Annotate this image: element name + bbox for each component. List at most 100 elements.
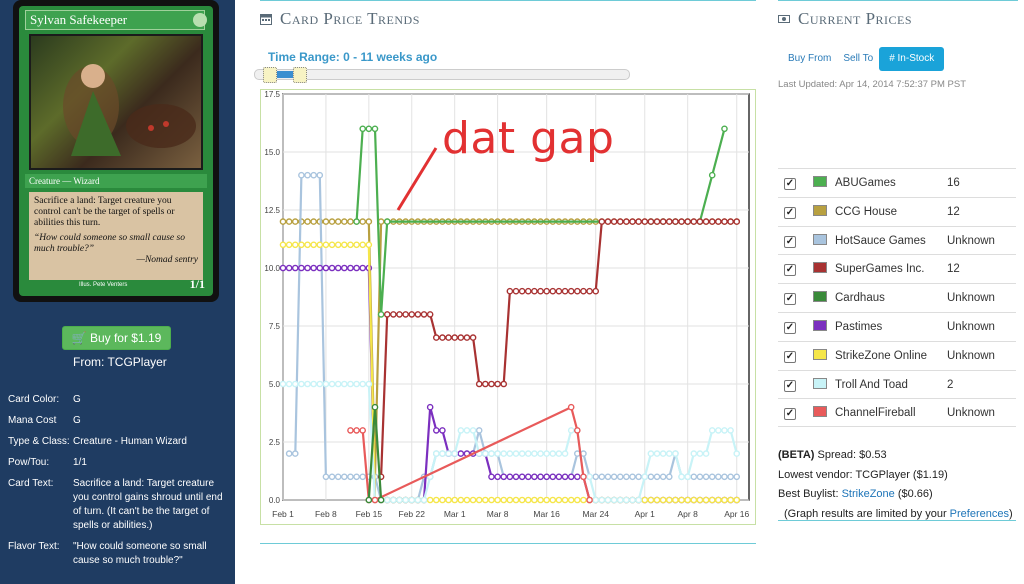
vendor-row: ✓ Troll And Toad 2: [778, 369, 1016, 399]
data-point: [365, 380, 373, 388]
data-point: [420, 496, 428, 504]
vendor-checkbox[interactable]: ✓: [784, 408, 796, 421]
data-point: [365, 218, 373, 225]
data-point: [531, 496, 538, 504]
data-point: [586, 287, 593, 295]
vendor-row: ✓ CCG House 12: [778, 196, 1016, 226]
data-point: [702, 218, 710, 225]
data-point: [659, 450, 667, 457]
data-point: [512, 450, 520, 457]
money-icon: [778, 15, 790, 23]
vendor-name: SuperGames Inc.: [835, 263, 925, 276]
data-point: [567, 403, 575, 411]
vendor-checkbox[interactable]: ✓: [784, 235, 796, 248]
tab-sell-to[interactable]: Sell To: [843, 53, 874, 64]
vendor-checkbox[interactable]: ✓: [784, 293, 796, 306]
card-sidebar: Sylvan Safekeeper Creature — Wizard Sacr…: [0, 0, 235, 584]
data-point: [653, 218, 661, 225]
vendor-name: ABUGames: [835, 177, 896, 189]
data-point: [702, 473, 710, 481]
y-tick-label: 10.0: [264, 264, 280, 273]
vendor-checkbox[interactable]: ✓: [784, 206, 796, 219]
data-point: [641, 473, 649, 481]
y-tick-label: 12.5: [264, 206, 280, 215]
price-trend-chart: 0.0 2.5 5.0 7.5 10.0 12.5 15.0 17.5 Feb 1 Feb 8 Fe…: [260, 89, 756, 525]
data-point: [506, 473, 514, 481]
data-point: [482, 496, 489, 504]
data-point: [390, 496, 397, 504]
data-point: [678, 218, 685, 225]
preferences-link[interactable]: Preferences: [949, 507, 1009, 520]
card-artwork: [29, 34, 203, 170]
data-point: [727, 218, 734, 225]
data-point: [359, 241, 367, 249]
vendor-value: Unknown: [947, 320, 995, 333]
data-point: [574, 427, 581, 434]
data-point: [604, 496, 612, 504]
vendor-color-swatch: [813, 319, 827, 331]
data-point: [715, 218, 722, 225]
lowest-vendor: Lowest vendor: TCGPlayer ($1.19): [778, 468, 948, 481]
buy-button[interactable]: 🛒 Buy for $1.19: [62, 326, 171, 350]
data-point: [334, 241, 342, 249]
data-point: [702, 496, 710, 504]
data-point: [733, 473, 741, 481]
best-buylist-label: Best Buylist:: [778, 488, 842, 500]
trends-title: Card Price Trends: [260, 9, 420, 29]
data-point: [524, 496, 532, 504]
vendor-checkbox[interactable]: ✓: [784, 321, 796, 334]
y-tick-label: 0.0: [269, 496, 281, 505]
vendor-checkbox[interactable]: ✓: [784, 178, 796, 190]
data-point: [291, 450, 299, 457]
data-point: [665, 218, 673, 225]
property-value: Creature - Human Wizard: [73, 436, 187, 447]
best-buylist-link[interactable]: StrikeZone: [841, 488, 895, 500]
data-point: [623, 496, 630, 504]
slider-handle-end[interactable]: [293, 67, 307, 83]
vendor-checkbox[interactable]: ✓: [784, 264, 796, 277]
property-label: Mana Cost: [8, 415, 57, 426]
data-point: [500, 473, 508, 481]
property-row: Mana Cost G: [8, 414, 230, 428]
data-point: [531, 473, 538, 481]
time-range-slider[interactable]: [254, 67, 630, 83]
card-image: Sylvan Safekeeper Creature — Wizard Sacr…: [13, 0, 219, 302]
data-point: [341, 473, 348, 481]
data-point: [420, 311, 428, 318]
data-point: [586, 496, 593, 504]
data-point: [408, 496, 416, 504]
data-point: [328, 218, 336, 225]
data-point: [451, 496, 458, 504]
data-point: [328, 473, 336, 481]
y-tick-label: 7.5: [269, 322, 281, 331]
data-point: [549, 450, 557, 457]
data-point: [310, 218, 317, 225]
vendor-row: ✓ SuperGames Inc. 12: [778, 254, 1016, 283]
data-point: [690, 496, 698, 504]
data-point: [659, 473, 667, 481]
data-point: [396, 496, 403, 504]
data-point: [574, 287, 581, 295]
data-point: [457, 450, 465, 457]
data-point: [524, 473, 532, 481]
slider-handle-start[interactable]: [263, 67, 277, 83]
tab-in-stock[interactable]: # In-Stock: [879, 47, 945, 71]
data-point: [690, 450, 698, 457]
tab-buy-from[interactable]: Buy From: [788, 53, 832, 64]
vendor-checkbox[interactable]: ✓: [784, 350, 796, 363]
data-point: [353, 473, 360, 481]
data-point: [322, 264, 330, 272]
data-point: [555, 473, 563, 481]
data-point: [616, 218, 624, 225]
data-point: [715, 473, 722, 481]
vendor-checkbox[interactable]: ✓: [784, 379, 796, 392]
data-point: [365, 241, 373, 249]
vendor-color-swatch: [813, 204, 827, 216]
data-point: [653, 496, 661, 504]
stats-bottom-rule: [778, 520, 1016, 521]
data-point: [347, 473, 354, 481]
data-point: [537, 287, 544, 295]
data-point: [316, 264, 324, 272]
property-value: 1/1: [73, 457, 87, 468]
data-point: [494, 450, 501, 457]
